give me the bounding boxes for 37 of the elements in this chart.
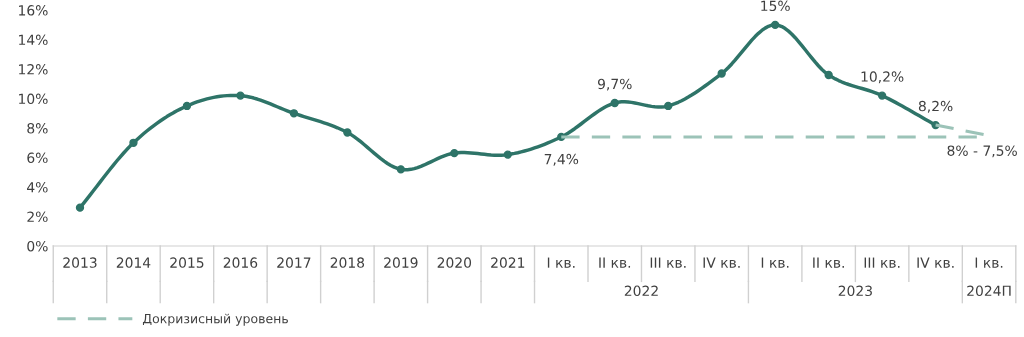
data-label: 8% - 7,5% (947, 145, 1017, 158)
x-tick-label: 2020 (437, 257, 472, 268)
x-tick-label: 2017 (277, 257, 311, 268)
data-label: 15% (761, 0, 790, 12)
y-tick-label: 8% (27, 123, 48, 134)
text: Докризисный уровень (142, 313, 288, 326)
x-tick-label: 2013 (63, 257, 97, 268)
y-tick-label: 10% (19, 93, 48, 105)
x-tick-label: II кв. (599, 257, 631, 268)
x-tick-label: III кв. (864, 257, 900, 268)
x-tick-label: IV кв. (703, 257, 740, 268)
y-tick-label: 12% (19, 64, 48, 75)
data-label: 8,2% (918, 100, 953, 113)
x-tick-label: IV кв. (917, 257, 954, 268)
x-tick-label: I кв. (975, 257, 1003, 268)
x-tick-label: 2018 (330, 257, 365, 268)
y-tick-label: 4% (27, 182, 48, 193)
text: 2024П (967, 285, 1011, 297)
x-tick-label: 2015 (170, 257, 204, 268)
text: 2022 (624, 285, 658, 297)
data-label: 9,7% (597, 78, 632, 91)
y-tick-label: 2% (27, 211, 48, 222)
x-tick-label: 2016 (223, 257, 258, 268)
x-tick-label: 2019 (384, 257, 418, 268)
data-label: 10,2% (861, 71, 904, 84)
y-tick-label: 16% (19, 5, 48, 16)
x-tick-label: II кв. (813, 257, 844, 268)
x-tick-label: III кв. (650, 257, 686, 268)
text: 2023 (838, 285, 872, 297)
data-label: 7,4% (544, 153, 579, 166)
x-tick-label: I кв. (547, 257, 575, 268)
y-tick-label: 0% (27, 240, 48, 252)
y-tick-label: 6% (27, 152, 48, 164)
x-tick-label: 2014 (116, 257, 151, 268)
x-tick-label: 2021 (491, 257, 525, 268)
y-tick-label: 14% (19, 34, 48, 46)
x-tick-label: I кв. (761, 257, 789, 268)
